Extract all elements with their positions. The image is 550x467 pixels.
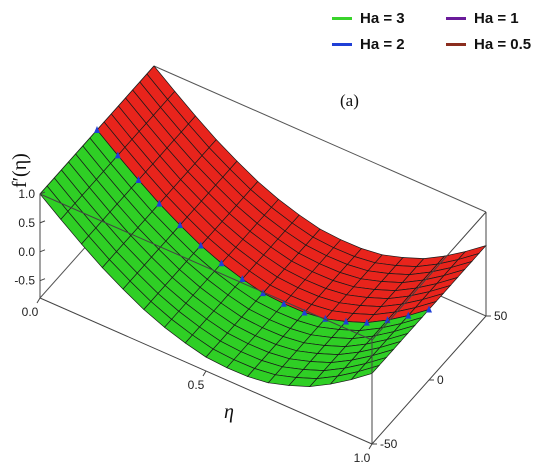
ha-2-marker bbox=[301, 308, 308, 316]
x-tick-mark bbox=[202, 370, 207, 377]
y-tick-label: -50 bbox=[380, 437, 398, 451]
legend-item-ha-1: Ha = 1 bbox=[446, 10, 519, 27]
ha-2-marker bbox=[156, 199, 163, 207]
ha-2-marker bbox=[280, 299, 287, 307]
panel-label: (a) bbox=[340, 91, 359, 110]
z-tick-mark bbox=[39, 191, 46, 195]
z-tick-label: -0.5 bbox=[14, 274, 35, 288]
x-tick-label: 0.0 bbox=[22, 305, 39, 319]
ha-2-marker bbox=[135, 176, 142, 183]
x-tick-label: 0.5 bbox=[188, 378, 205, 392]
chart-legend: Ha = 3 Ha = 1 Ha = 2 Ha = 0.5 bbox=[326, 6, 548, 58]
legend-label-ha-1: Ha = 1 bbox=[474, 10, 519, 27]
ha-2-marker bbox=[405, 311, 412, 319]
legend-item-ha-3: Ha = 3 bbox=[332, 10, 405, 27]
x-tick-mark bbox=[368, 443, 373, 450]
ha-2-marker bbox=[343, 317, 349, 325]
ha-2-marker bbox=[114, 151, 121, 159]
z-tick-label: 1.0 bbox=[18, 187, 35, 201]
z-axis-label: f′(η) bbox=[9, 153, 31, 188]
legend-swatch-ha-2 bbox=[332, 43, 352, 46]
legend-swatch-ha-1 bbox=[446, 17, 466, 20]
box-edge-front-4 bbox=[371, 211, 487, 341]
z-tick-label: 0.0 bbox=[18, 245, 35, 259]
legend-label-ha-0-5: Ha = 0.5 bbox=[474, 36, 532, 53]
ha-2-marker bbox=[426, 305, 432, 313]
ha-2-marker bbox=[94, 126, 100, 133]
legend-swatch-ha-0-5 bbox=[446, 43, 466, 46]
ha-2-marker bbox=[363, 318, 370, 326]
ha-2-marker bbox=[177, 221, 183, 229]
z-tick-mark bbox=[39, 249, 46, 253]
legend-item-ha-0-5: Ha = 0.5 bbox=[446, 36, 531, 53]
x-axis-label: η bbox=[224, 401, 234, 423]
x-tick-label: 1.0 bbox=[354, 451, 371, 465]
box-edge-front-6 bbox=[39, 193, 373, 341]
y-tick-label: 50 bbox=[494, 309, 508, 323]
ha-2-marker bbox=[239, 275, 246, 282]
x-tick-mark bbox=[36, 297, 41, 304]
z-tick-label: 0.5 bbox=[18, 216, 35, 230]
legend-label-ha-3: Ha = 3 bbox=[360, 10, 405, 27]
ha-2-marker bbox=[197, 241, 204, 249]
legend-label-ha-2: Ha = 2 bbox=[360, 36, 405, 53]
legend-swatch-ha-3 bbox=[332, 17, 352, 20]
surface-mesh bbox=[39, 65, 488, 388]
ha-2-marker bbox=[218, 259, 225, 267]
axis-ticks: 1.0 0.5 0.0 -0.5 0.0 0.5 1.0 50 0 -50 bbox=[14, 187, 507, 465]
z-tick-mark bbox=[39, 220, 46, 224]
legend-item-ha-2: Ha = 2 bbox=[332, 36, 405, 53]
box-edge-back-2 bbox=[153, 65, 487, 213]
z-tick-mark bbox=[39, 278, 46, 282]
y-tick-label: 0 bbox=[437, 373, 444, 387]
